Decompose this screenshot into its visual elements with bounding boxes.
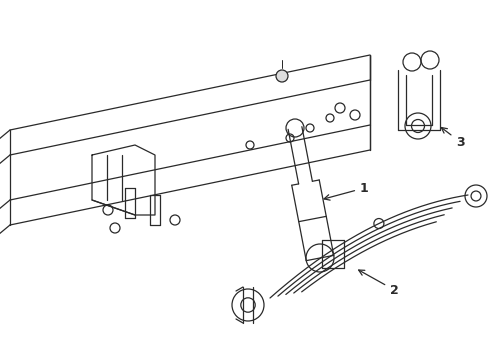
Circle shape — [276, 70, 288, 82]
Text: 3: 3 — [441, 127, 465, 148]
Text: 2: 2 — [359, 270, 399, 297]
Text: 1: 1 — [324, 181, 369, 200]
